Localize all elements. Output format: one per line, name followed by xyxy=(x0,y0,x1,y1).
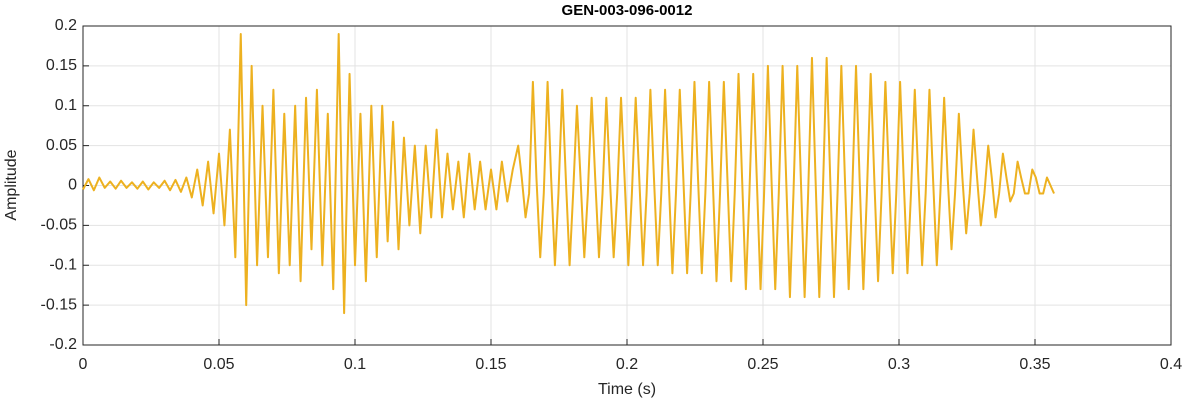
x-tick-label: 0.1 xyxy=(344,356,366,373)
x-tick-label: 0.3 xyxy=(888,356,910,373)
y-axis-label: Amplitude xyxy=(3,149,20,220)
y-tick-label: 0.15 xyxy=(46,57,77,74)
x-tick-label: 0.4 xyxy=(1160,356,1182,373)
chart-title: GEN-003-096-0012 xyxy=(562,2,693,19)
plot-frame xyxy=(82,25,1172,346)
y-tick-label: 0.05 xyxy=(46,137,77,154)
y-tick-label: 0 xyxy=(68,177,77,194)
y-tick-label: -0.2 xyxy=(49,336,77,353)
y-tick-label: 0.1 xyxy=(55,97,77,114)
x-axis-label: Time (s) xyxy=(598,381,656,398)
y-tick-label: -0.1 xyxy=(49,256,77,273)
y-tick-label: -0.15 xyxy=(41,296,78,313)
waveform-line xyxy=(82,32,1055,315)
x-tick-label: 0 xyxy=(79,356,88,373)
x-tick-label: 0.15 xyxy=(475,356,506,373)
x-tick-label: 0.25 xyxy=(747,356,778,373)
y-tick-label: -0.05 xyxy=(41,217,78,234)
x-tick-label: 0.2 xyxy=(616,356,638,373)
y-tick-label: 0.2 xyxy=(55,17,77,34)
x-tick-label: 0.05 xyxy=(203,356,234,373)
x-tick-label: 0.35 xyxy=(1019,356,1050,373)
